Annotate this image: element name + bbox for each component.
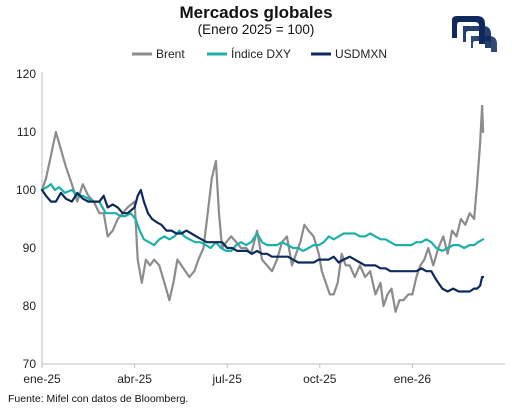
series-line-1 bbox=[40, 183, 485, 252]
x-tick-label: oct-25 bbox=[303, 372, 337, 386]
legend-label: Índice DXY bbox=[231, 46, 291, 61]
x-tick-label: abr-25 bbox=[117, 372, 152, 386]
y-tick-label: 110 bbox=[17, 125, 36, 139]
y-tick-label: 90 bbox=[23, 241, 37, 255]
y-tick-label: 70 bbox=[23, 357, 37, 371]
series-line-2 bbox=[40, 188, 485, 293]
chart-title: Mercados globales bbox=[179, 3, 333, 22]
mifel-logo-icon bbox=[452, 16, 497, 52]
chart-subtitle: (Enero 2025 = 100) bbox=[197, 22, 315, 37]
legend-label: Brent bbox=[156, 47, 185, 61]
series-line-0 bbox=[40, 104, 485, 313]
y-tick-label: 100 bbox=[16, 183, 36, 197]
x-tick-label: ene-25 bbox=[23, 372, 61, 386]
y-tick-label: 80 bbox=[23, 299, 37, 313]
y-tick-label: 120 bbox=[16, 67, 36, 81]
legend-label: USDMXN bbox=[335, 47, 387, 61]
x-tick-label: ene-26 bbox=[394, 372, 432, 386]
x-tick-label: jul-25 bbox=[212, 372, 243, 386]
source-note: Fuente: Mifel con datos de Bloomberg. bbox=[8, 393, 189, 405]
